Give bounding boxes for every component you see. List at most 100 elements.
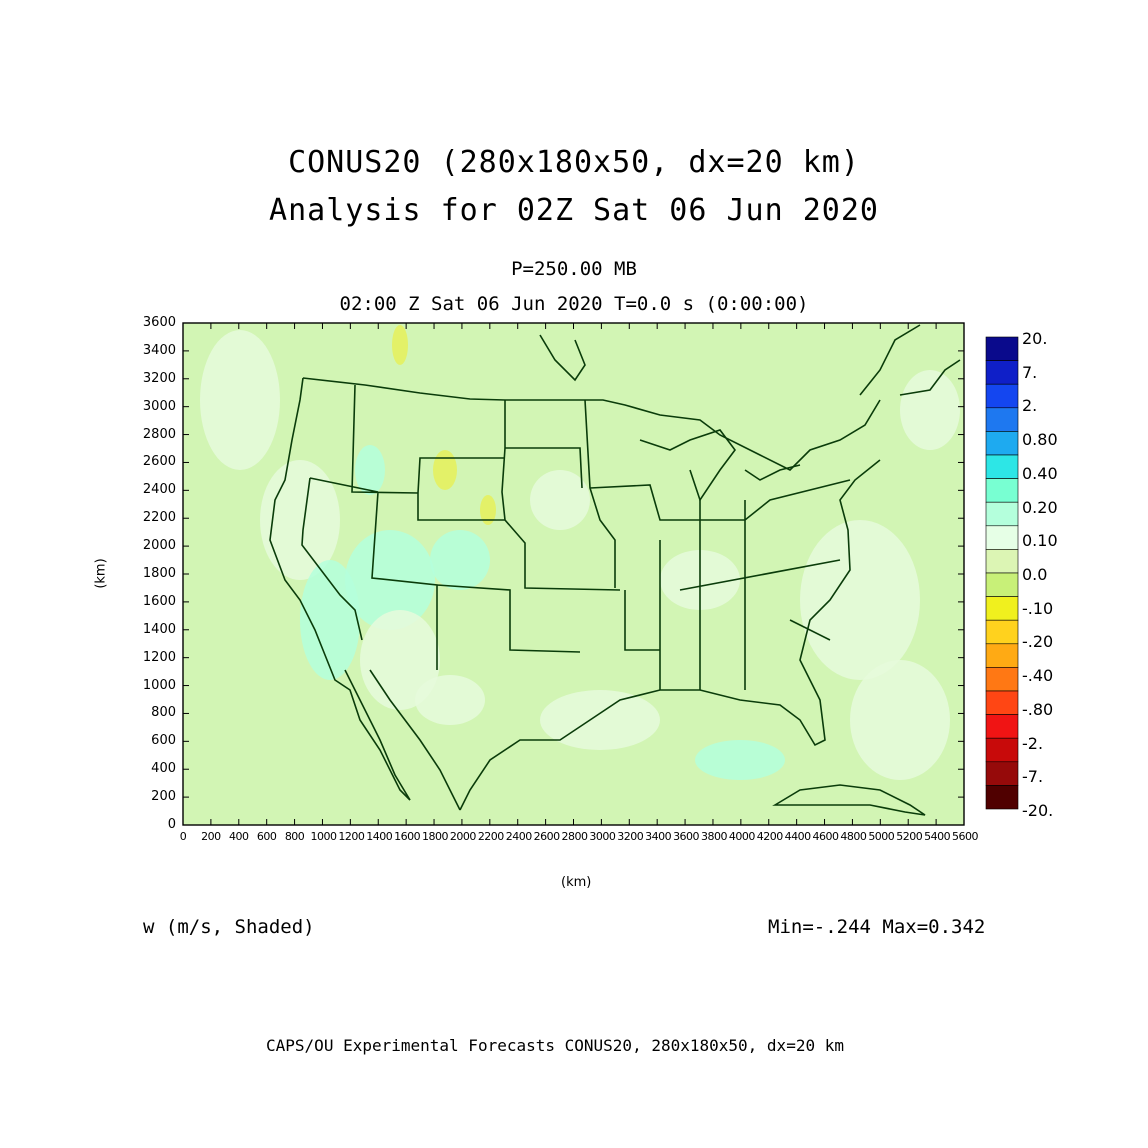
x-tick-label: 4600: [812, 830, 840, 843]
y-tick-label: 1000: [142, 677, 176, 693]
x-tick-label: 3000: [589, 830, 616, 843]
colorbar-label: -.80: [1022, 699, 1054, 719]
y-tick-label: 2600: [142, 454, 176, 470]
field-patch: [300, 560, 360, 680]
x-tick-label: 5000: [868, 830, 895, 843]
field-patch: [540, 690, 660, 750]
gulf-coast: [459, 459, 881, 811]
colorbar-swatch: [985, 478, 1019, 503]
colorbar-label: -7.: [1022, 767, 1044, 787]
x-tick-label: 4200: [756, 830, 784, 843]
field-patch: [355, 445, 385, 495]
field-patch: [415, 675, 485, 725]
y-tick-label: 800: [151, 705, 176, 721]
colorbar-label: -.20: [1022, 632, 1054, 652]
x-tick-label: 5400: [924, 830, 951, 843]
pressure-level: P=250.00 MB: [511, 258, 637, 280]
x-tick-label: 2200: [477, 830, 505, 843]
x-tick-label: 4000: [728, 830, 756, 843]
y-tick-label: 600: [151, 733, 176, 749]
min-max-readout: Min=-.244 Max=0.342: [768, 916, 986, 938]
x-tick-label: 600: [256, 830, 277, 843]
x-tick-label: 1200: [338, 830, 365, 843]
canada-east-coast: [859, 324, 961, 396]
field-patch: [850, 660, 950, 780]
colorbar-label: 20.: [1022, 329, 1048, 348]
y-tick-label: 400: [151, 761, 176, 777]
colorbar: [985, 336, 1019, 810]
field-patch: [695, 740, 785, 780]
colorbar-swatch: [985, 714, 1019, 739]
colorbar-swatch: [985, 525, 1019, 550]
colorbar-swatch: [985, 360, 1019, 385]
x-axis-ticks: [182, 323, 965, 825]
variable-label: w (m/s, Shaded): [143, 916, 315, 938]
colorbar-swatch: [985, 643, 1019, 668]
y-tick-label: 1600: [142, 593, 176, 609]
colorbar-swatch: [985, 619, 1019, 645]
colorbar-swatch: [985, 667, 1019, 692]
us-canada-border: [302, 377, 881, 471]
colorbar-label: 0.10: [1022, 531, 1058, 551]
field-patch: [392, 325, 408, 365]
colorbar-swatch: [985, 596, 1019, 621]
state-lines: [301, 384, 851, 690]
x-tick-label: 3600: [673, 830, 700, 843]
x-tick-label: 4800: [840, 830, 867, 843]
colorbar-swatch: [985, 761, 1019, 786]
hudson-coast: [539, 334, 586, 382]
colorbar-swatch: [985, 737, 1019, 763]
field-patch: [800, 520, 920, 680]
y-axis-ticks: [183, 322, 964, 826]
colorbar-swatch: [985, 431, 1019, 456]
colorbar-label: 0.0: [1022, 565, 1048, 584]
x-tick-label: 400: [229, 830, 249, 843]
colorbar-label: -2.: [1022, 733, 1044, 753]
field-patch: [200, 330, 280, 470]
y-tick-label: 2400: [142, 482, 176, 498]
baja-peninsula: [344, 669, 461, 811]
plot-title-line2: Analysis for 02Z Sat 06 Jun 2020: [269, 193, 879, 228]
x-tick-label: 3200: [617, 830, 644, 843]
colorbar-label: 0.20: [1022, 497, 1058, 517]
colorbar-label: 0.40: [1022, 463, 1058, 483]
field-patch: [433, 450, 457, 490]
y-tick-label: 3200: [142, 370, 176, 386]
x-tick-label: 2400: [505, 830, 533, 843]
y-tick-label: 1200: [142, 649, 176, 665]
y-tick-label: 1400: [142, 621, 176, 637]
colorbar-swatch: [985, 454, 1019, 479]
colorbar-label: 0.80: [1022, 430, 1058, 450]
x-tick-label: 200: [201, 830, 221, 843]
x-tick-label: 800: [284, 830, 305, 843]
colorbar-swatch: [985, 501, 1019, 527]
west-coast: [269, 377, 411, 801]
y-tick-label: 2800: [142, 426, 176, 442]
y-tick-label: 0: [167, 817, 176, 832]
x-tick-label: 2600: [533, 830, 561, 843]
x-tick-label: 3400: [645, 830, 672, 843]
colorbar-swatch: [985, 785, 1019, 810]
colorbar-label: -.10: [1022, 598, 1054, 618]
y-tick-label: 3400: [142, 342, 176, 358]
great-lakes: [639, 429, 801, 502]
y-tick-label: 200: [151, 789, 176, 805]
cuba-coast: [772, 784, 926, 816]
colorbar-swatch: [985, 336, 1019, 361]
x-tick-label: 1400: [366, 830, 393, 843]
colorbar-label: 2.: [1022, 396, 1038, 416]
colorbar-label: -20.: [1022, 801, 1054, 820]
colorbar-swatch: [985, 407, 1019, 432]
x-tick-label: 4400: [784, 830, 812, 843]
y-tick-label: 2000: [142, 538, 176, 554]
x-tick-label: 5600: [952, 830, 979, 843]
valid-time: 02:00 Z Sat 06 Jun 2020 T=0.0 s (0:00:00…: [339, 293, 809, 315]
x-tick-label: 3800: [700, 830, 728, 843]
field-patch: [900, 370, 960, 450]
y-tick-label: 3600: [142, 315, 176, 330]
colorbar-label: -.40: [1022, 666, 1054, 686]
map-borders: [269, 324, 961, 816]
x-tick-label: 1600: [394, 830, 421, 843]
x-tick-label: 0: [179, 830, 187, 843]
